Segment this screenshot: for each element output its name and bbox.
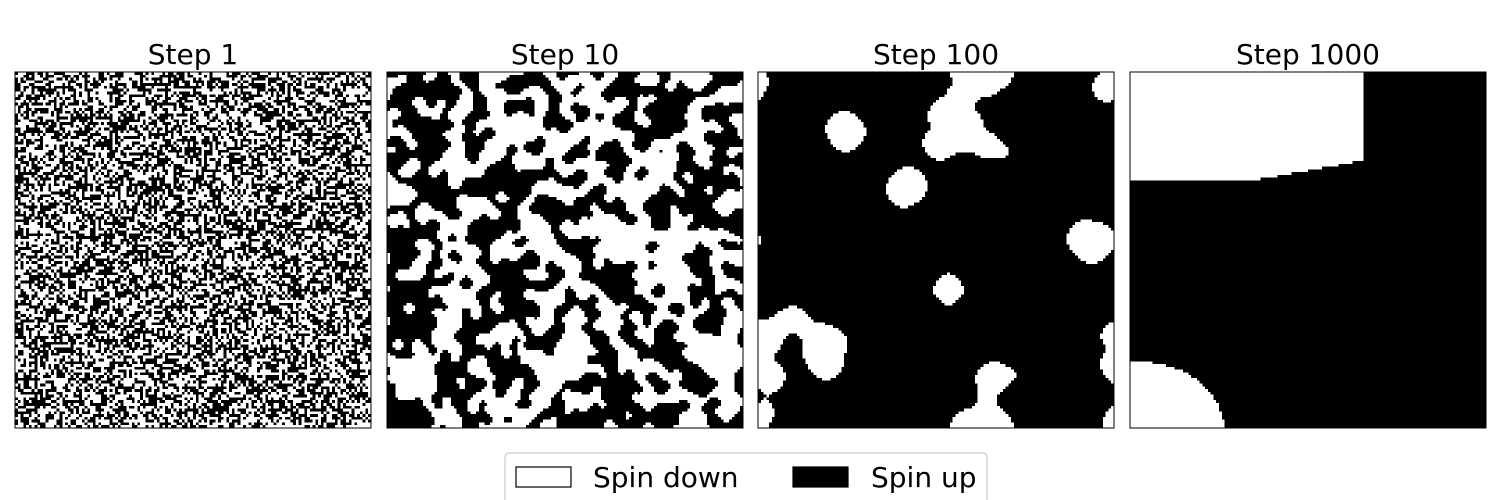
spin-lattice-image bbox=[15, 72, 371, 428]
panel-step-1: Step 1 bbox=[14, 38, 372, 429]
legend-frame bbox=[504, 452, 988, 500]
panel-frame bbox=[1129, 71, 1487, 429]
panels-group: Step 1 Step 10 Step 100 Step 1000 bbox=[14, 38, 1487, 429]
legend-label-spin-up: Spin up bbox=[871, 461, 977, 494]
panel-step-4: Step 1000 bbox=[1129, 38, 1487, 429]
legend-swatch-spin-down bbox=[515, 466, 572, 488]
panel-title: Step 10 bbox=[511, 38, 619, 71]
panel-title: Step 1000 bbox=[1236, 38, 1380, 71]
panel-frame bbox=[757, 71, 1115, 429]
panel-frame bbox=[14, 71, 372, 429]
legend: Spin down Spin up bbox=[504, 452, 988, 500]
panel-frame bbox=[386, 71, 744, 429]
panel-step-3: Step 100 bbox=[757, 38, 1115, 429]
legend-label-spin-down: Spin down bbox=[593, 461, 739, 494]
panel-title: Step 100 bbox=[873, 38, 999, 71]
spin-lattice-image bbox=[1130, 72, 1486, 428]
spin-lattice-image bbox=[758, 72, 1114, 428]
legend-swatch-spin-up bbox=[792, 466, 849, 488]
panel-step-2: Step 10 bbox=[386, 38, 744, 429]
panel-title: Step 1 bbox=[148, 38, 238, 71]
spin-lattice-image bbox=[387, 72, 743, 428]
